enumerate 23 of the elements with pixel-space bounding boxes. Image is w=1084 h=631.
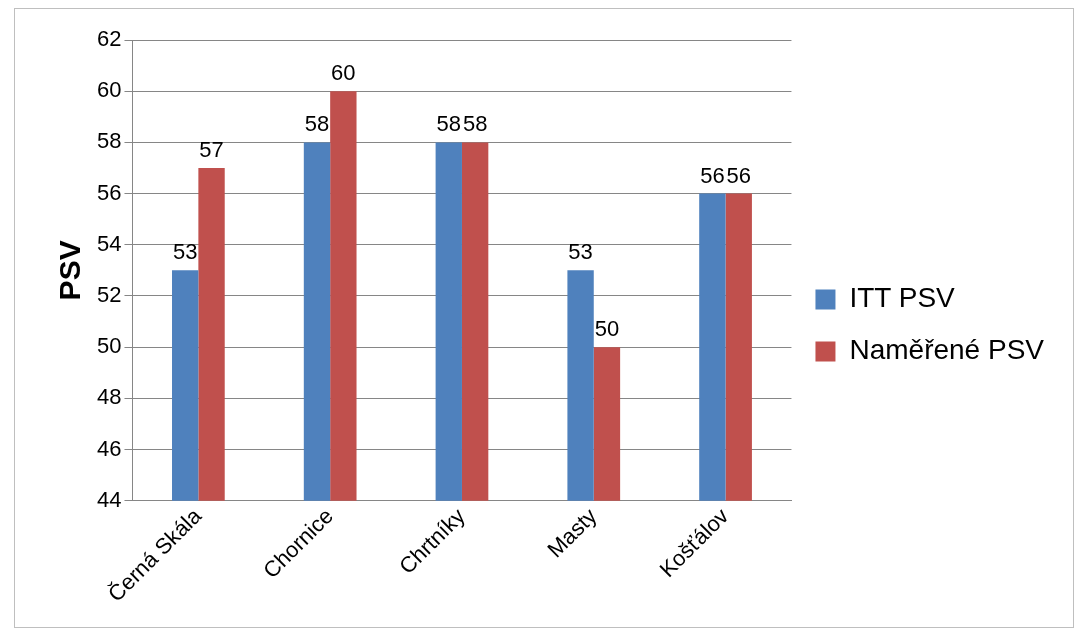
y-tick-label: 60 — [96, 77, 122, 103]
y-tick-label: 58 — [96, 128, 122, 154]
y-tick-label: 56 — [96, 179, 122, 205]
data-label: 58 — [462, 111, 488, 137]
data-label: 53 — [568, 239, 593, 265]
data-label: 58 — [436, 111, 462, 137]
data-label: 50 — [594, 316, 620, 342]
y-tick-label: 50 — [96, 333, 122, 359]
y-axis-title: PSV — [53, 240, 87, 301]
data-label: 53 — [172, 239, 198, 265]
y-tick-label: 62 — [96, 26, 122, 52]
legend-label: Naměřené PSV — [849, 334, 1045, 366]
legend-label: ITT PSV — [849, 282, 956, 314]
y-tick-label: 48 — [96, 384, 122, 410]
data-label: 56 — [700, 162, 725, 188]
data-label: 58 — [304, 111, 330, 137]
data-label: 56 — [726, 162, 751, 188]
data-label: 57 — [199, 137, 224, 163]
y-tick-label: 46 — [96, 435, 122, 461]
y-tick-label: 52 — [96, 282, 122, 308]
data-label: 60 — [331, 60, 356, 86]
y-tick-label: 54 — [96, 230, 122, 256]
y-tick-label: 44 — [96, 486, 122, 512]
